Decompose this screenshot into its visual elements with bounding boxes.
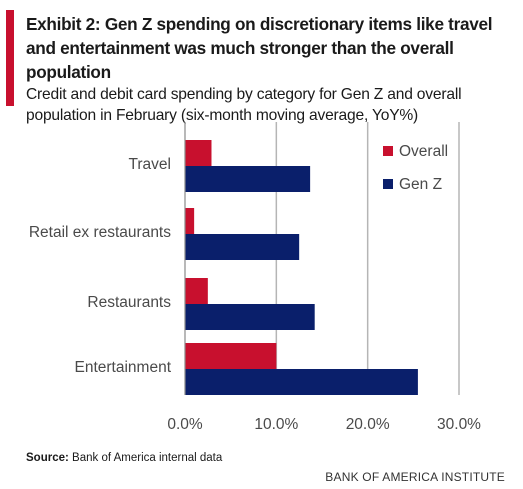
bar-gen-z [185,234,300,260]
chart-header: Exhibit 2: Gen Z spending on discretiona… [26,12,516,126]
legend-label: Gen Z [399,176,442,193]
brand-logo-text: BANK OF AMERICA INSTITUTE [325,470,505,484]
legend-swatch [383,146,393,156]
source-text: Bank of America internal data [72,452,223,464]
category-label: Entertainment [75,359,172,376]
x-tick-label: 0.0% [167,416,203,433]
source-note: Source: Bank of America internal data [26,452,222,464]
category-label: Travel [129,156,172,173]
legend-label: Overall [399,143,448,160]
chart-subtitle: Credit and debit card spending by catego… [26,86,462,124]
x-tick-label: 30.0% [437,416,481,433]
x-tick-label: 20.0% [346,416,390,433]
category-label: Retail ex restaurants [29,224,171,241]
bar-gen-z [185,304,315,330]
x-tick-label: 10.0% [254,416,298,433]
bar-overall [185,208,195,234]
legend-swatch [383,179,393,189]
chart-title: Exhibit 2: Gen Z spending on discretiona… [26,14,493,82]
bar-gen-z [185,166,311,192]
accent-bar [6,10,14,106]
category-label: Restaurants [87,294,171,311]
bar-overall [185,140,212,166]
bar-overall [185,278,208,304]
bar-overall [185,343,277,369]
bar-gen-z [185,369,418,395]
source-label: Source: [26,452,69,464]
